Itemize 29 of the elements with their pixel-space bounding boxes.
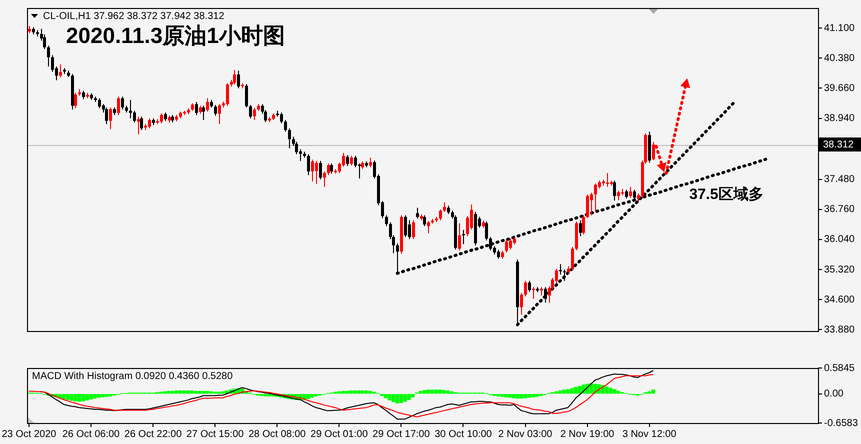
x-tick-label: 29 Oct 01:00 xyxy=(310,428,368,440)
y-tick-label: 34.600 xyxy=(824,294,856,306)
y-tick-label: -0.6583 xyxy=(824,418,858,429)
x-tick-label: 26 Oct 22:00 xyxy=(124,428,182,440)
x-tick-label: 3 Nov 12:00 xyxy=(622,428,677,440)
y-tick-label: 40.380 xyxy=(824,52,856,64)
x-tick-label: 2 Nov 03:00 xyxy=(498,428,553,440)
x-tick-label: 27 Oct 15:00 xyxy=(186,428,244,440)
y-tick-label: 39.660 xyxy=(824,82,856,94)
y-tick-label: 0.5845 xyxy=(824,362,856,374)
x-tick-label: 23 Oct 2020 xyxy=(2,428,57,440)
x-tick-label: 30 Oct 10:00 xyxy=(434,428,492,440)
y-tick-label: 41.100 xyxy=(824,22,856,34)
x-tick-label: 26 Oct 06:00 xyxy=(62,428,120,440)
y-tick-label: 33.880 xyxy=(824,324,856,336)
annotation: 37.5区域多 xyxy=(689,186,764,203)
x-tick-label: 29 Oct 17:00 xyxy=(372,428,430,440)
x-tick-label: 2 Nov 19:00 xyxy=(560,428,615,440)
y-tick-label: 36.760 xyxy=(824,204,856,216)
ref-line-label: 38.312 xyxy=(823,139,854,150)
x-tick-label: 28 Oct 08:00 xyxy=(248,428,306,440)
text: 2020.11.3原油1小时图 xyxy=(66,23,285,48)
y-tick-label: 37.480 xyxy=(824,174,856,186)
y-tick-label: 36.040 xyxy=(824,234,856,246)
y-tick-label: 35.320 xyxy=(824,264,856,276)
chart-subtitle: CL-OIL,H1 37.962 38.372 37.942 38.312 xyxy=(43,10,225,22)
y-tick-label: 38.940 xyxy=(824,113,856,124)
chart-title: MACD With Histogram 0.0920 0.4360 0.5280 xyxy=(32,370,234,382)
y-tick-label: 0.00 xyxy=(824,388,844,400)
